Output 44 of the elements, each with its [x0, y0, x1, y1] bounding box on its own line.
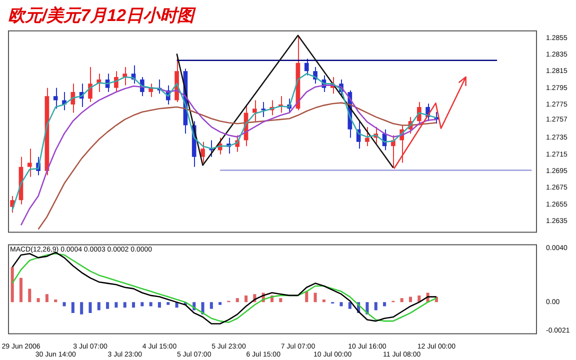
bar — [54, 299, 58, 302]
bar — [19, 278, 22, 302]
bar — [149, 302, 152, 306]
bar — [348, 302, 352, 309]
bar — [80, 302, 84, 314]
bar — [383, 302, 386, 306]
bar — [45, 294, 48, 302]
bar — [36, 298, 40, 302]
candlestick — [365, 126, 370, 147]
bar — [106, 302, 110, 309]
bar — [322, 299, 326, 302]
bar — [10, 267, 14, 302]
bar — [140, 302, 144, 306]
bar — [158, 302, 161, 308]
bar — [88, 302, 92, 313]
candlestick — [304, 58, 309, 76]
candlestick — [261, 101, 266, 118]
bar — [166, 302, 170, 305]
candlestick — [114, 70, 118, 92]
bar — [210, 302, 213, 309]
bar — [244, 295, 248, 302]
candlestick — [416, 101, 422, 126]
bar — [400, 298, 404, 302]
bar — [374, 302, 378, 310]
candlestick — [53, 87, 58, 110]
chart-title: 欧元/美元7月12日小时图 — [8, 4, 196, 25]
bar — [71, 302, 74, 313]
bar — [408, 296, 412, 302]
candlestick — [88, 66, 92, 102]
bar — [114, 302, 118, 308]
bar — [340, 302, 343, 306]
bar — [236, 298, 239, 302]
bar — [28, 288, 32, 302]
bar — [132, 302, 136, 308]
candlestick — [27, 148, 32, 178]
bar — [123, 302, 126, 308]
candlestick — [122, 66, 128, 86]
bar — [97, 302, 100, 310]
candlestick — [200, 141, 205, 164]
bar — [314, 292, 317, 302]
bar — [218, 302, 222, 305]
bar — [62, 302, 66, 306]
bar — [279, 298, 282, 302]
candlestick — [252, 100, 257, 122]
